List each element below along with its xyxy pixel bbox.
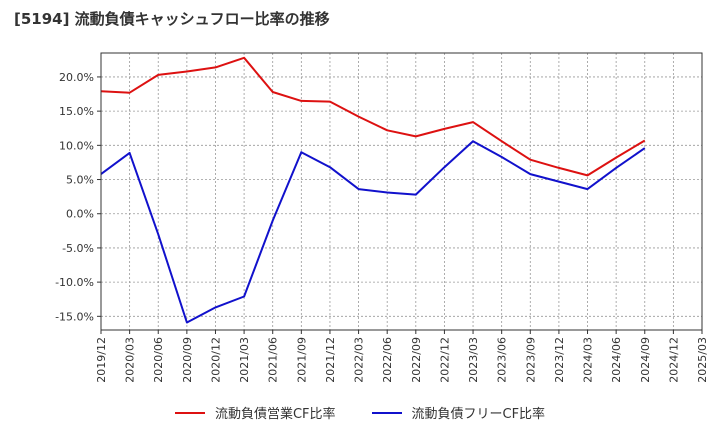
legend-item-operating-cf: 流動負債営業CF比率: [174, 403, 336, 422]
x-tick-label: 2021/12: [324, 337, 337, 383]
y-axis-ticks: 20.0% 15.0% 10.0% 5.0% 0.0% -5.0% -10.0% -15.0%: [55, 71, 101, 323]
series-line-operating-cf: [100, 56, 646, 177]
plot-frame: [100, 52, 703, 331]
x-tick-label: 2022/06: [381, 337, 394, 383]
x-tick-label: 2024/06: [610, 337, 623, 383]
y-tick-label: -15.0%: [55, 310, 94, 323]
legend-swatch-operating-cf: [174, 411, 205, 414]
legend-swatch-free-cf: [371, 411, 402, 414]
x-tick-label: 2019/12: [95, 337, 108, 383]
x-tick-label: 2021/06: [267, 337, 280, 383]
series-line-free-cf: [100, 140, 646, 324]
x-tick-label: 2024/03: [582, 337, 595, 383]
y-tick-label: 20.0%: [59, 71, 94, 84]
x-tick-label: 2022/09: [410, 337, 423, 383]
y-tick-label: -10.0%: [55, 276, 94, 289]
legend-label-free-cf: 流動負債フリーCF比率: [411, 407, 546, 422]
y-tick-label: 0.0%: [66, 208, 94, 221]
x-tick-label: 2024/12: [667, 337, 680, 383]
chart-title: [5194] 流動負債キャッシュフロー比率の推移: [14, 10, 330, 28]
x-tick-label: 2021/09: [295, 337, 308, 383]
x-tick-label: 2023/12: [553, 337, 566, 383]
x-tick-label: 2023/09: [524, 337, 537, 383]
x-tick-label: 2022/12: [438, 337, 451, 383]
y-tick-label: 5.0%: [66, 174, 94, 187]
x-tick-label: 2020/09: [181, 337, 194, 383]
x-tick-label: 2022/03: [353, 337, 366, 383]
series-lines: [100, 56, 646, 324]
legend: 流動負債営業CF比率 流動負債フリーCF比率: [0, 403, 720, 422]
x-tick-label: 2020/03: [124, 337, 137, 383]
x-axis-ticks: 2019/12 2020/03 2020/06 2020/09 2020/12 2021/…: [95, 330, 709, 383]
y-tick-label: 15.0%: [59, 105, 94, 118]
grid-lines: [101, 53, 702, 330]
x-tick-label: 2020/12: [209, 337, 222, 383]
legend-item-free-cf: 流動負債フリーCF比率: [371, 403, 546, 422]
x-tick-label: 2023/06: [496, 337, 509, 383]
x-tick-label: 2020/06: [152, 337, 165, 383]
y-tick-label: 10.0%: [59, 139, 94, 152]
x-tick-label: 2025/03: [696, 337, 709, 383]
y-tick-label: -5.0%: [62, 242, 94, 255]
x-tick-label: 2024/09: [639, 337, 652, 383]
x-tick-label: 2021/03: [238, 337, 251, 383]
x-tick-label: 2023/03: [467, 337, 480, 383]
legend-label-operating-cf: 流動負債営業CF比率: [214, 407, 336, 422]
